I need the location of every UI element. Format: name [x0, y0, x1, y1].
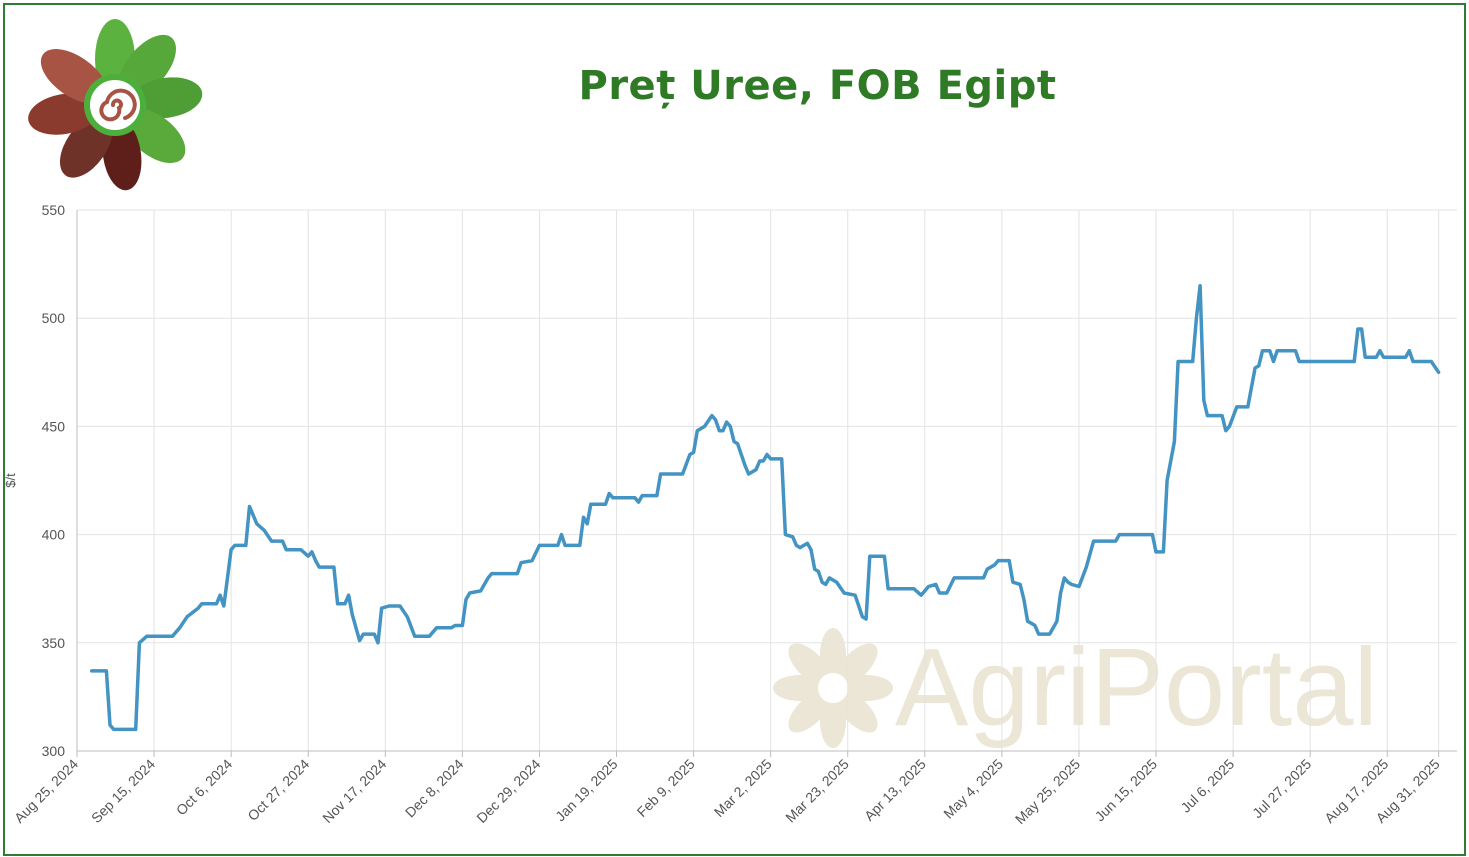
watermark-text: AgriPortal	[895, 626, 1378, 749]
y-tick-label: 550	[42, 202, 66, 218]
y-tick-label: 450	[42, 418, 66, 434]
x-tick-label: May 4, 2025	[940, 756, 1006, 822]
x-tick-label: Jul 27, 2025	[1249, 756, 1314, 821]
x-tick-label: Dec 8, 2024	[402, 756, 467, 821]
x-tick-label: Feb 9, 2025	[634, 756, 698, 820]
chart-frame: Preț Uree, FOB Egipt AgriPortal 300 350 400…	[3, 3, 1466, 856]
x-tick-label: Jul 6, 2025	[1177, 756, 1237, 816]
x-tick-label: Jun 15, 2025	[1092, 756, 1161, 825]
y-axis-label: $/t	[5, 473, 18, 488]
y-tick-label: 300	[42, 743, 66, 759]
series-line	[89, 283, 1441, 732]
x-tick-label: Apr 13, 2025	[861, 756, 929, 824]
y-tick-label: 400	[42, 527, 66, 543]
x-tick-label: May 25, 2025	[1012, 756, 1083, 827]
x-tick-label: Oct 27, 2024	[244, 756, 312, 824]
line-chart: AgriPortal 300 350 400 450 500 550 Aug 25, 2024…	[5, 202, 1457, 827]
x-tick-label: Nov 17, 2024	[319, 756, 389, 826]
x-tick-label: Mar 2, 2025	[711, 756, 775, 820]
y-tick-label: 350	[42, 635, 66, 651]
watermark: AgriPortal	[773, 626, 1378, 749]
watermark-flower-icon	[773, 628, 893, 748]
flower-spiral-icon	[28, 19, 203, 191]
chart-title: Preț Uree, FOB Egipt	[578, 63, 1057, 109]
y-tick-label: 500	[42, 310, 66, 326]
x-tick-label: Sep 15, 2024	[88, 756, 158, 826]
x-tick-label: Aug 25, 2024	[11, 756, 81, 826]
x-tick-label: Dec 29, 2024	[473, 756, 543, 826]
x-tick-label: Oct 6, 2024	[173, 756, 236, 819]
x-tick-label: Mar 23, 2025	[782, 756, 852, 826]
x-tick-label: Jan 19, 2025	[552, 756, 621, 825]
